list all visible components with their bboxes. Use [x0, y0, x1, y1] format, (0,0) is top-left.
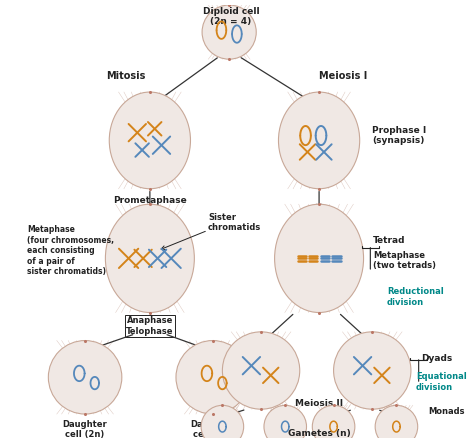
Text: Daughter
cell (2n): Daughter cell (2n) [191, 420, 235, 439]
Text: Prometaphase: Prometaphase [113, 197, 187, 206]
Text: Meiosis I: Meiosis I [319, 71, 367, 81]
Text: Equational
division: Equational division [416, 372, 466, 392]
Text: Prophase I
(synapsis): Prophase I (synapsis) [372, 126, 427, 145]
Ellipse shape [274, 204, 364, 313]
Ellipse shape [176, 340, 249, 414]
Text: Daughter
cell (2n): Daughter cell (2n) [63, 420, 108, 439]
Text: Gametes (n): Gametes (n) [288, 429, 350, 438]
Text: Meiosis II: Meiosis II [295, 399, 343, 408]
Ellipse shape [312, 405, 355, 448]
Ellipse shape [264, 405, 307, 448]
Text: Metaphase
(four chromosomes,
each consisting
of a pair of
sister chromatids): Metaphase (four chromosomes, each consis… [27, 225, 114, 276]
Ellipse shape [48, 340, 122, 414]
Text: Diploid cell
(2n = 4): Diploid cell (2n = 4) [203, 7, 259, 26]
Text: Sister
chromatids: Sister chromatids [208, 213, 261, 232]
Ellipse shape [201, 405, 244, 448]
Ellipse shape [334, 332, 411, 409]
Ellipse shape [278, 92, 360, 189]
Ellipse shape [105, 204, 194, 313]
Text: Monads: Monads [428, 407, 465, 416]
Ellipse shape [375, 405, 418, 448]
Ellipse shape [222, 332, 300, 409]
Ellipse shape [109, 92, 191, 189]
Text: Metaphase
(two tetrads): Metaphase (two tetrads) [373, 250, 436, 270]
Ellipse shape [202, 5, 256, 59]
Text: Dyads: Dyads [421, 354, 453, 363]
Text: Tetrad: Tetrad [373, 237, 406, 246]
Text: Mitosis: Mitosis [106, 71, 146, 81]
Text: Reductional
division: Reductional division [387, 287, 444, 307]
Text: Anaphase
Telophase: Anaphase Telophase [126, 316, 173, 336]
